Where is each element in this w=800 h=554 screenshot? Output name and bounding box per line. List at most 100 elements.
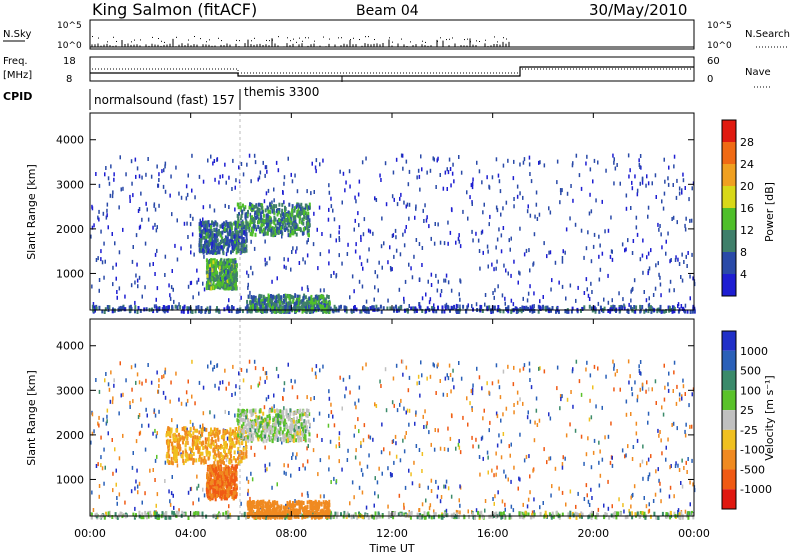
- power-echo: [200, 223, 203, 228]
- velocity-echo: [433, 363, 435, 368]
- velocity-echo: [332, 414, 334, 419]
- nsearch-dot: [113, 36, 114, 38]
- velocity-echo: [111, 400, 114, 405]
- power-echo: [391, 194, 394, 199]
- power-echo: [140, 191, 142, 196]
- power-echo: [298, 204, 301, 209]
- nsearch-dot: [134, 39, 135, 41]
- velocity-echo: [104, 465, 106, 470]
- velocity-echo: [381, 422, 383, 427]
- velocity-echo: [554, 466, 557, 471]
- power-echo: [355, 199, 357, 204]
- velocity-echo: [556, 365, 559, 370]
- power-echo: [235, 263, 238, 268]
- velocity-echo: [488, 428, 490, 433]
- power-echo: [200, 249, 203, 254]
- power-echo: [218, 272, 221, 277]
- velocity-echo: [624, 454, 626, 459]
- power-echo: [251, 218, 254, 223]
- power-echo: [650, 309, 653, 314]
- velocity-echo: [616, 511, 619, 516]
- power-echo: [139, 308, 142, 313]
- velocity-echo: [497, 490, 499, 495]
- velocity-echo: [156, 370, 158, 375]
- velocity-echo: [217, 450, 220, 455]
- velocity-echo: [429, 374, 432, 379]
- power-echo: [199, 218, 201, 223]
- nsearch-dot: [140, 39, 141, 41]
- power-echo: [521, 305, 524, 310]
- velocity-echo: [627, 444, 629, 449]
- velocity-echo: [204, 437, 207, 442]
- velocity-echo: [202, 440, 205, 445]
- power-echo: [598, 234, 600, 239]
- power-echo: [217, 281, 220, 286]
- power-echo: [292, 222, 295, 227]
- velocity-echo: [374, 402, 376, 407]
- power-echo: [345, 309, 348, 314]
- velocity-echo: [651, 387, 653, 392]
- power-echo: [226, 260, 229, 265]
- velocity-echo: [376, 514, 379, 519]
- power-echo: [235, 309, 238, 314]
- power-echo: [307, 238, 309, 242]
- power-echo: [657, 261, 659, 266]
- velocity-echo: [103, 447, 105, 452]
- power-echo: [295, 232, 298, 237]
- power-echo: [282, 212, 284, 217]
- power-echo: [491, 262, 493, 267]
- power-echo: [252, 295, 255, 300]
- power-echo: [629, 168, 631, 173]
- power-echo: [272, 230, 275, 235]
- power-echo: [165, 305, 168, 310]
- velocity-echo: [198, 511, 201, 516]
- power-echo: [274, 231, 277, 236]
- power-echo: [471, 229, 473, 234]
- velocity-echo: [459, 503, 461, 508]
- velocity-echo: [318, 411, 321, 416]
- power-echo: [327, 217, 330, 222]
- power-echo: [672, 215, 675, 220]
- power-echo: [235, 246, 238, 251]
- power-echo: [230, 226, 233, 231]
- power-echo: [284, 297, 287, 302]
- power-echo: [446, 187, 448, 191]
- velocity-echo: [333, 423, 336, 428]
- power-echo: [317, 266, 319, 271]
- power-echo: [634, 309, 637, 314]
- power-echo: [120, 187, 122, 192]
- velocity-echo: [190, 486, 193, 491]
- velocity-echo: [98, 423, 100, 428]
- power-echo: [396, 202, 399, 207]
- velocity-echo: [676, 384, 678, 389]
- power-echo: [270, 228, 273, 233]
- power-echo: [224, 281, 227, 286]
- velocity-echo: [409, 515, 412, 520]
- power-echo: [234, 220, 237, 225]
- velocity-echo: [420, 360, 422, 365]
- power-echo: [278, 218, 281, 223]
- power-echo: [240, 222, 243, 226]
- velocity-echo: [191, 359, 193, 364]
- power-echo: [450, 288, 453, 293]
- velocity-echo: [556, 512, 559, 517]
- power-echo: [183, 221, 186, 226]
- power-echo: [418, 174, 421, 179]
- velocity-echo: [186, 398, 189, 403]
- velocity-echo: [655, 469, 657, 474]
- power-echo: [292, 246, 294, 251]
- velocity-echo: [147, 514, 150, 519]
- power-echo: [332, 208, 334, 213]
- power-echo: [273, 204, 275, 209]
- power-echo: [630, 289, 632, 294]
- power-echo: [668, 308, 671, 313]
- power-echo: [330, 196, 332, 201]
- velocity-echo: [495, 472, 497, 477]
- power-echo: [459, 278, 461, 283]
- velocity-echo: [135, 479, 137, 484]
- power-echo: [691, 186, 693, 191]
- velocity-echo: [500, 418, 502, 423]
- power-echo: [639, 309, 642, 314]
- velocity-echo: [164, 479, 166, 483]
- power-echo: [529, 268, 531, 273]
